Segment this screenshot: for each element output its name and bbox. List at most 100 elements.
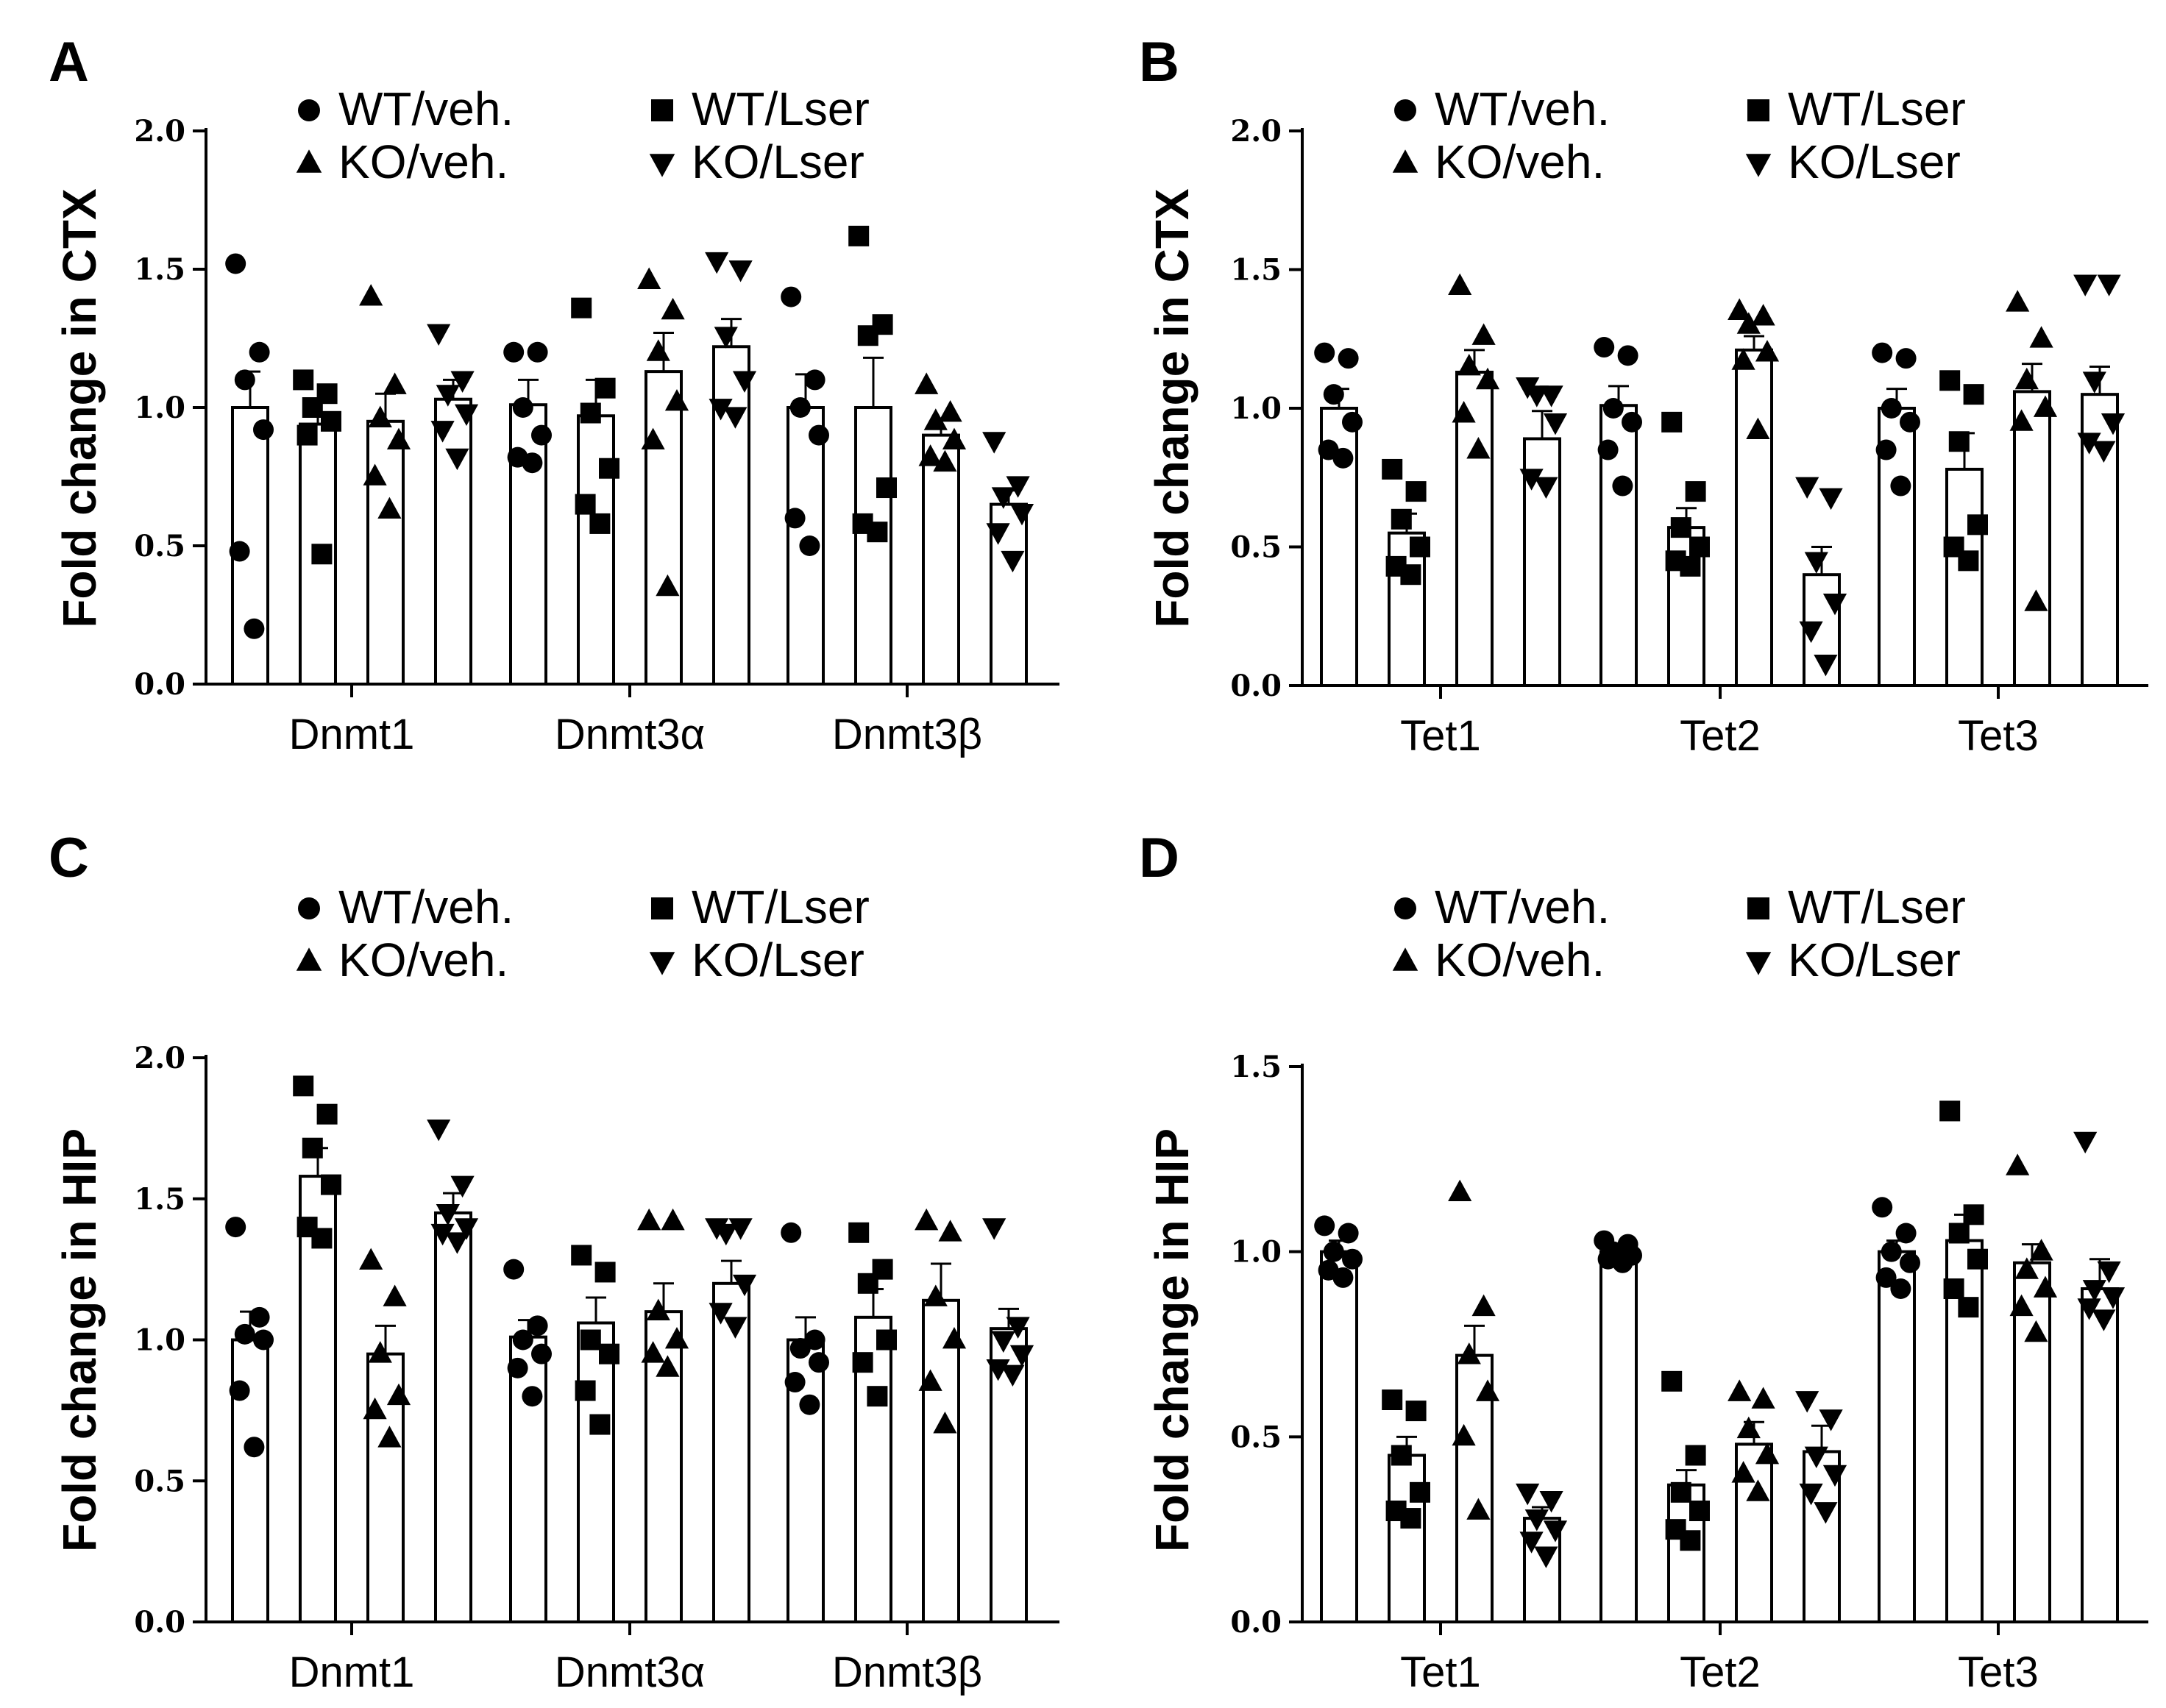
legend-marker	[296, 947, 322, 971]
data-point	[656, 574, 680, 597]
legend-entry: KO/Lser	[692, 135, 864, 188]
data-point	[1948, 431, 1970, 452]
data-point	[1009, 503, 1034, 526]
data-point	[580, 1329, 601, 1351]
bar	[2013, 1261, 2051, 1624]
data-point	[1958, 1297, 1979, 1318]
legend-entry: WT/veh.	[1435, 880, 1610, 933]
data-point	[1746, 417, 1770, 440]
legend-entry: WT/veh.	[1435, 82, 1610, 135]
data-point	[1814, 1502, 1838, 1524]
data-point	[918, 444, 942, 466]
data-point	[938, 400, 962, 422]
data-point	[646, 339, 670, 361]
data-point	[1405, 481, 1427, 502]
data-point	[852, 1352, 873, 1373]
legend-marker	[651, 897, 673, 919]
data-point	[594, 377, 616, 399]
legend-entry: WT/Lser	[692, 880, 870, 933]
data-point	[1519, 469, 1544, 491]
data-point	[2097, 1261, 2121, 1284]
data-point	[938, 1220, 962, 1242]
data-point	[359, 1248, 383, 1270]
data-point	[1405, 1401, 1427, 1422]
data-point	[1534, 477, 1558, 499]
data-point	[1895, 348, 1917, 369]
legend-entry: WT/Lser	[692, 82, 870, 135]
data-point	[1900, 411, 1920, 433]
data-point	[1400, 564, 1421, 586]
y-tick-label: 1.0	[1230, 1235, 1282, 1270]
legend-entry: KO/Lser	[692, 933, 864, 986]
bar	[1320, 1250, 1358, 1623]
legend-marker	[298, 897, 320, 919]
legend-marker	[1394, 897, 1416, 919]
legend-marker	[298, 99, 320, 121]
data-point	[933, 449, 957, 472]
data-point	[1382, 1389, 1403, 1410]
data-point	[1009, 1345, 1034, 1367]
x-tick-label: Tet3	[1958, 1648, 2039, 1696]
data-point	[531, 1343, 552, 1364]
data-point	[1689, 536, 1710, 558]
legend-entry: KO/veh.	[1435, 135, 1605, 188]
bar	[1945, 467, 1984, 687]
data-point	[867, 1386, 888, 1407]
data-point	[784, 1372, 806, 1393]
data-point	[1332, 1267, 1354, 1288]
data-point	[253, 419, 274, 441]
data-point	[641, 427, 665, 450]
data-point	[1475, 367, 1500, 390]
data-point	[436, 1204, 460, 1226]
data-point	[512, 397, 533, 418]
data-point	[2092, 441, 2116, 463]
y-tick-label: 1.5	[134, 1182, 185, 1217]
data-point	[1795, 1391, 1819, 1413]
data-point	[311, 544, 333, 565]
data-point	[2077, 1298, 2101, 1320]
bar	[577, 414, 615, 686]
data-point	[1543, 413, 1568, 435]
data-point	[589, 513, 611, 534]
data-point	[386, 1383, 411, 1406]
y-axis-label: Fold change in CTX	[53, 188, 106, 628]
legend-entry: KO/veh.	[1435, 933, 1605, 986]
data-point	[580, 402, 601, 424]
data-point	[732, 1274, 757, 1297]
data-point	[244, 1437, 265, 1458]
data-point	[249, 341, 270, 363]
bar	[1735, 1442, 1773, 1624]
data-point	[1736, 1416, 1761, 1439]
data-point	[1471, 323, 1496, 345]
data-point	[1751, 304, 1775, 326]
data-point	[2073, 1131, 2098, 1154]
data-point	[799, 1394, 820, 1415]
data-point	[2014, 367, 2039, 390]
data-point	[1881, 398, 1902, 419]
data-point	[1457, 353, 1481, 376]
bar	[854, 1315, 892, 1623]
data-point	[1958, 550, 1979, 572]
bar	[434, 397, 472, 686]
data-point	[293, 369, 314, 391]
x-tick-label: Dnmt3α	[555, 711, 705, 758]
data-point	[503, 341, 525, 363]
data-point	[1746, 1479, 1770, 1501]
data-point	[445, 448, 469, 471]
data-point	[728, 260, 753, 282]
legend-marker	[649, 154, 675, 177]
x-tick-label: Dnmt3α	[555, 1648, 705, 1696]
data-point	[2033, 1275, 2058, 1298]
data-point	[781, 1222, 802, 1243]
data-point	[809, 1352, 829, 1373]
data-point	[1872, 342, 1893, 363]
data-point	[2073, 274, 2098, 296]
data-point	[2006, 1153, 2030, 1175]
data-point	[234, 1323, 255, 1345]
data-point	[1534, 1546, 1558, 1568]
data-point	[571, 297, 592, 319]
data-point	[705, 1218, 729, 1240]
data-point	[1890, 1278, 1911, 1299]
bar	[1455, 370, 1494, 687]
